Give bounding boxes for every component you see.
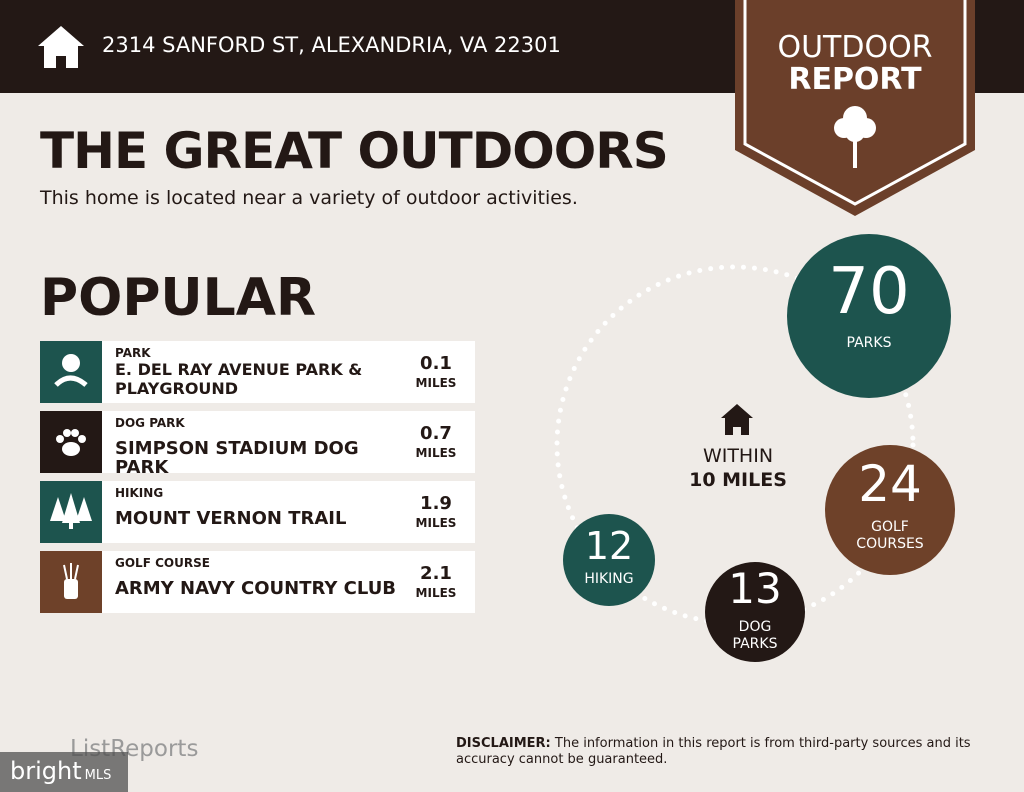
within-label: WITHIN — [702, 445, 774, 467]
home-icon — [38, 26, 84, 68]
item-icon — [40, 481, 102, 543]
item-category: PARK — [115, 346, 151, 360]
item-icon — [40, 411, 102, 473]
stat-label: HIKING — [584, 571, 634, 588]
stat-label: DOG — [738, 618, 772, 635]
popular-item: HIKING MOUNT VERNON TRAIL 1.9 MILES — [40, 481, 475, 543]
disclaimer-text: The information in this report is from t… — [456, 736, 971, 767]
item-distance: 0.1 — [420, 353, 452, 374]
item-distance: 0.7 — [420, 423, 452, 444]
title: THE GREAT OUTDOORS — [40, 122, 669, 180]
stat-count: 13 — [728, 564, 782, 614]
item-name: SIMPSON STADIUM DOG PARK — [115, 438, 359, 473]
popular-item: GOLF COURSE ARMY NAVY COUNTRY CLUB 2.1 MILE… — [40, 551, 475, 613]
stat-count: 24 — [858, 454, 922, 513]
stat-label: PARKS — [846, 335, 892, 352]
stat-circle: 70 PARKS — [787, 234, 951, 398]
popular-item: DOG PARK SIMPSON STADIUM DOG PARK 0.7 MILES — [40, 411, 475, 473]
badge-line: REPORT — [788, 62, 922, 97]
stat-label-group: GOLF COURSES — [825, 519, 955, 553]
watermark: bright MLS — [0, 752, 128, 792]
stat-label: COURSES — [856, 536, 924, 552]
stat-label-group: PARKS — [787, 335, 951, 352]
badge-line: OUTDOOR — [777, 30, 933, 65]
item-icon — [40, 551, 102, 613]
item-name: ARMY NAVY COUNTRY CLUB — [115, 578, 397, 599]
within-label: 10 MILES — [689, 469, 787, 491]
item-unit: MILES — [415, 586, 457, 600]
item-unit: MILES — [415, 446, 457, 460]
icon-glyph — [63, 563, 79, 599]
watermark-text: bright — [10, 757, 82, 785]
disclaimer: DISCLAIMER: The information in this repo… — [456, 736, 996, 768]
stat-label-group: DOG PARKS — [705, 619, 805, 653]
item-category: GOLF COURSE — [115, 556, 210, 570]
stat-circle: 24 GOLF COURSES — [825, 445, 955, 575]
watermark-suffix: MLS — [84, 768, 112, 783]
icon-glyph — [56, 429, 86, 456]
disclaimer-label: DISCLAIMER: — [456, 736, 551, 751]
icon-glyph — [50, 493, 92, 529]
badge — [735, 0, 975, 216]
address: 2314 SANFORD ST, ALEXANDRIA, VA 22301 — [102, 33, 561, 57]
section-heading: POPULAR — [40, 268, 317, 328]
item-distance: 2.1 — [420, 563, 452, 584]
stat-circle: 13 DOG PARKS — [705, 562, 805, 662]
stat-label: GOLF — [871, 519, 909, 535]
stat-label-group: HIKING — [563, 571, 655, 588]
item-unit: MILES — [415, 516, 457, 530]
item-icon — [40, 341, 102, 403]
item-name: E. DEL RAY AVENUE PARK & PLAYGROUND — [115, 360, 363, 398]
popular-item: PARK E. DEL RAY AVENUE PARK & PLAYGROUND 0… — [40, 341, 475, 403]
subtitle: This home is located near a variety of o… — [40, 187, 578, 209]
stat-label: PARKS — [732, 635, 778, 652]
item-distance: 1.9 — [420, 493, 452, 514]
item-category: HIKING — [115, 486, 164, 500]
item-category: DOG PARK — [115, 416, 185, 430]
stat-count: 70 — [828, 255, 910, 330]
item-name: MOUNT VERNON TRAIL — [115, 508, 347, 529]
item-unit: MILES — [415, 376, 457, 390]
icon-glyph — [54, 354, 88, 387]
stat-circle: 12 HIKING — [563, 514, 655, 606]
stat-count: 12 — [584, 523, 634, 568]
